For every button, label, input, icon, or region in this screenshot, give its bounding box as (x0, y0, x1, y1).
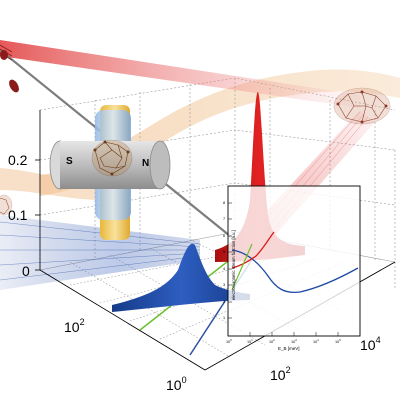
magnet-north-label: N (142, 158, 149, 169)
depth-axis-tick-0: 102 (64, 317, 85, 335)
right-axis-tick-1-exp: 2 (286, 365, 291, 375)
inset-xtick-1-exp: 1 (251, 338, 253, 342)
inset-xtick-3: 103 (291, 338, 297, 344)
inset-ytick-5: 5 (223, 250, 225, 254)
inset-xtick-1: 101 (247, 338, 253, 344)
left-axis-tick-1: 0.1 (8, 207, 28, 223)
molecule-right (333, 87, 391, 125)
left-axis-tick-0: 0.2 (8, 152, 28, 168)
magnet: S N (49, 105, 171, 240)
inset-xtick-0: 100 (226, 338, 232, 344)
inset-xtick-5-exp: 5 (339, 338, 341, 342)
inset-curve-green (231, 243, 253, 291)
depth-axis-tick-1-base: 10 (166, 377, 182, 393)
molecule-left (0, 194, 13, 216)
depth-axis: 102 100 (39, 269, 206, 393)
inset-xlabel: E_B [meV] (278, 346, 300, 351)
inset-ytick-4: 4 (223, 267, 225, 271)
inset-ytick-8: 8 (223, 201, 225, 205)
inset-plot: 8 7 6 5 4 3 2 1 100 101 102 103 104 105 … (223, 185, 361, 351)
blue-peak (112, 243, 250, 312)
inset-ytick-7: 7 (223, 217, 225, 221)
right-axis-tick-1: 102 (270, 365, 291, 383)
orange-band-lower (0, 168, 95, 200)
inset-ytick-6: 6 (223, 234, 225, 238)
magnet-south-label: S (66, 156, 73, 167)
depth-axis-tick-1: 100 (166, 375, 187, 393)
right-axis-tick-0: 104 (360, 335, 381, 353)
inset-xtick-0-exp: 0 (230, 338, 232, 342)
molecule-center (91, 139, 133, 177)
inset-xtick-4-exp: 4 (317, 338, 319, 342)
inset-ytick-1: 1 (223, 316, 225, 320)
blue-beam-fan (0, 215, 201, 290)
depth-axis-tick-0-exp: 2 (80, 317, 85, 327)
inset-ytick-2: 2 (223, 300, 225, 304)
inset-xtick-2-exp: 2 (273, 338, 275, 342)
inset-ytick-3: 3 (223, 283, 225, 287)
inset-xtick-2: 102 (269, 338, 275, 344)
left-axis-tick-2: 0 (22, 263, 30, 279)
probe-tip (0, 44, 19, 93)
depth-axis-tick-0-base: 10 (64, 319, 80, 335)
left-axis: 0.2 0.1 0 (8, 110, 41, 279)
inset-curve-red (231, 231, 275, 269)
inset-xtick-3-exp: 3 (295, 338, 297, 342)
inset-ylabel: electromagnetic stream function [a.u.] (231, 230, 236, 300)
red-peak (215, 91, 305, 262)
inset-xtick-5: 105 (335, 338, 341, 344)
right-axis-tick-1-base: 10 (270, 367, 286, 383)
inset-xtick-4: 104 (313, 338, 319, 344)
red-laser-beam (0, 40, 360, 108)
depth-axis-tick-1-exp: 0 (182, 375, 187, 385)
right-axis-tick-0-base: 10 (360, 337, 376, 353)
right-axis-tick-0-exp: 4 (376, 335, 381, 345)
